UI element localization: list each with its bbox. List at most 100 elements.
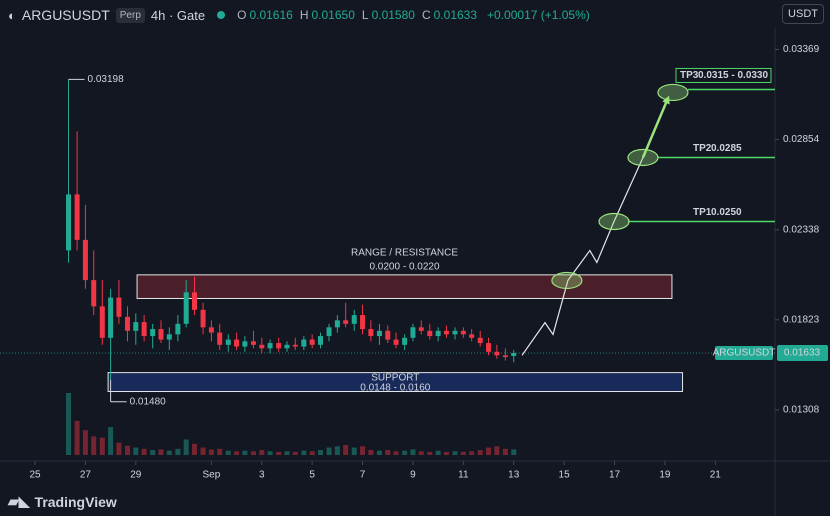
high-note-label: 0.03198 (88, 74, 125, 85)
header: ◐ ARGUSUSDT Perp 4h · Gate O 0.01616 H 0.01… (8, 4, 594, 26)
y-tick-label: 0.01308 (783, 405, 820, 416)
candle-body (511, 353, 517, 357)
candle-body (116, 297, 122, 317)
candle-body (443, 330, 449, 335)
volume-bar (259, 450, 265, 455)
volume-bar (502, 448, 508, 455)
volume-bar (443, 451, 449, 455)
candle-body (259, 344, 265, 349)
volume-bar (292, 451, 298, 455)
candle-body (393, 339, 399, 345)
volume-bar (393, 451, 399, 455)
low-note-label: 0.01480 (130, 396, 167, 407)
candle-body (158, 329, 164, 340)
candle-body (99, 306, 105, 338)
volume-bar (66, 393, 72, 455)
change: +0.00017 (+1.05%) (487, 8, 590, 22)
symbol[interactable]: ARGUSUSDT (21, 7, 110, 23)
volume-bar (200, 447, 206, 455)
volume-bar (217, 448, 223, 455)
interval[interactable]: 4h · Gate (150, 7, 206, 23)
candle-body (376, 330, 382, 337)
candle-body (225, 339, 231, 345)
volume-bar (267, 451, 273, 455)
volume-bar (469, 451, 475, 455)
candle-body (435, 330, 441, 337)
candle-body (183, 292, 189, 324)
candle-body (217, 332, 223, 345)
badge: Perp (115, 7, 145, 23)
volume-bar (410, 449, 416, 455)
candle-body (477, 337, 483, 344)
candle-body (166, 334, 172, 340)
candle-body (250, 341, 256, 345)
volume-bar (309, 451, 315, 455)
volume-bar (141, 448, 147, 455)
volume-bar (166, 450, 172, 455)
candle-body (108, 297, 114, 338)
volume-bar (376, 450, 382, 455)
candle-body (385, 330, 391, 340)
volume-bar (150, 450, 156, 455)
ohlc-key: O (237, 8, 247, 22)
volume-bar (477, 450, 483, 455)
candle-body (276, 343, 282, 349)
x-tick-label: 15 (559, 470, 571, 481)
target-marker (657, 83, 689, 102)
projection-path (521, 98, 669, 356)
volume-bar (343, 445, 349, 455)
ohlc: O 0.01616 H 0.01650 L 0.01580 C 0.01633 (237, 8, 481, 22)
volume-bar (242, 450, 248, 455)
candle-body (82, 239, 88, 281)
volume-bar (385, 450, 391, 455)
y-tick-label: 0.02854 (783, 134, 820, 145)
zone-label: SUPPORT (371, 372, 419, 383)
price-tag-label: 0.01633 (784, 348, 821, 359)
x-tick-label: 11 (458, 470, 469, 481)
currency-button[interactable]: USDT (782, 4, 824, 24)
ohlc-value: 0.01633 (433, 8, 478, 22)
x-tick-label: 3 (259, 470, 265, 481)
ohlc-value: 0.01616 (249, 8, 293, 22)
logo: ◐ (8, 7, 16, 23)
y-tick-label: 0.03369 (783, 44, 820, 55)
volume-bar (418, 451, 424, 455)
candle-body (242, 341, 248, 347)
volume-bar (334, 446, 340, 455)
candle-body (200, 309, 206, 328)
target-box (675, 67, 772, 83)
candle-body (192, 292, 198, 310)
volume-bar (368, 450, 374, 455)
target-marker (627, 148, 659, 167)
volume-bar (402, 450, 408, 455)
symbol-tag (715, 346, 773, 361)
candle-body (469, 334, 475, 338)
candle-body (326, 327, 332, 337)
candle-body (301, 339, 307, 347)
brand: TradingView (34, 493, 117, 510)
candle-body (66, 194, 72, 251)
candle-body (150, 329, 156, 337)
volume-bar (225, 450, 231, 455)
x-tick-label: 19 (659, 470, 671, 481)
target-price: 0.0315 - 0.0330 (698, 70, 768, 81)
volume-bar (99, 437, 105, 455)
volume-bar (317, 450, 323, 455)
zone (107, 372, 684, 393)
x-tick-label: Sep (202, 470, 220, 481)
volume-bar (183, 439, 189, 455)
candle-body (351, 315, 357, 324)
x-tick-label: 5 (309, 470, 315, 481)
candle-body (452, 330, 458, 335)
candle-body (343, 320, 349, 324)
volume-bar (108, 427, 114, 455)
x-tick-label: 13 (508, 470, 520, 481)
volume-bar (326, 447, 332, 455)
volume-bar (486, 447, 492, 455)
candle-body (133, 322, 139, 331)
candle-body (208, 327, 214, 333)
ohlc-value: 0.01580 (371, 8, 415, 22)
candle-body (460, 330, 466, 335)
candle-body (124, 316, 130, 331)
volume-bar (82, 430, 88, 455)
